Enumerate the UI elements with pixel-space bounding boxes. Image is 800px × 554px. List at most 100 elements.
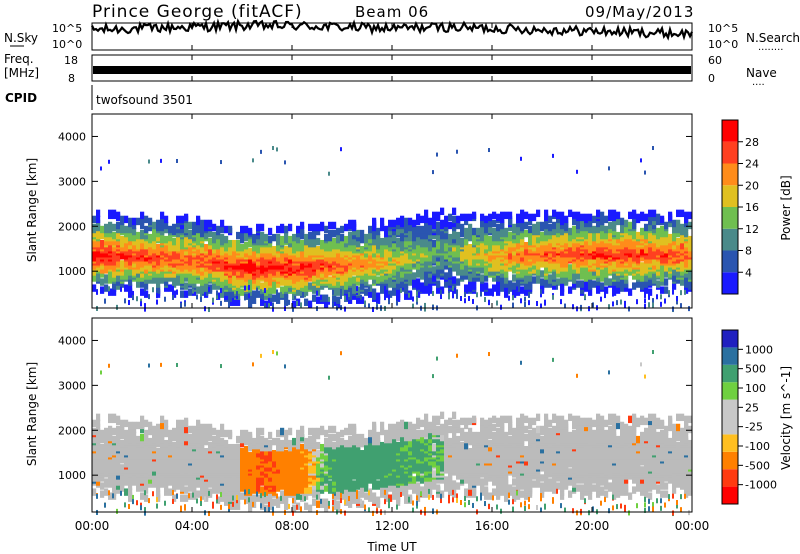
power-cell [560,258,565,266]
power-cell [160,158,162,163]
power-cell [520,286,525,294]
velocity-cell [216,496,221,504]
power-cell [476,274,481,282]
power-cell [544,260,549,268]
sky-left-tick-top: 10^5 [52,22,82,35]
power-cell [488,252,493,260]
power-cell [592,268,597,276]
power-cell [524,246,529,254]
power-cell [256,287,258,293]
power-cell [296,229,301,238]
power-cell [484,233,489,242]
velocity-cell [204,427,209,436]
velocity-cell [128,429,133,438]
power-cell [332,295,334,301]
velocity-cell [216,494,218,500]
power-cell [512,223,517,232]
velocity-cell [164,429,169,438]
velocity-cell [196,435,201,444]
velocity-cell [244,496,249,504]
power-cell [556,284,558,290]
colorbar-label: 28 [745,136,759,149]
power-cell [96,274,101,282]
power-heatmap [92,146,693,313]
velocity-cell [208,433,213,442]
power-cell [248,284,253,292]
power-cell [404,239,409,248]
velocity-cell [172,456,177,464]
power-cell [96,264,101,272]
power-cell [312,274,317,282]
velocity-cell [252,448,257,456]
power-cell [256,231,261,240]
velocity-cell [184,437,189,446]
power-cell [212,223,217,232]
power-cell [428,284,430,290]
velocity-cell [172,431,177,440]
velocity-cell [152,474,157,482]
power-cell [228,239,233,248]
power-cell [528,278,533,286]
power-cell [128,217,133,226]
power-cell [136,280,141,288]
power-cell [616,235,621,244]
power-cell [624,229,629,238]
power-cell [500,284,505,292]
velocity-cell [128,482,133,490]
velocity-cell [100,435,105,444]
colorbar-label: 4 [745,266,752,279]
power-cell [576,211,581,220]
power-cell [92,223,97,232]
power-cell [176,289,178,295]
power-cell [616,217,621,226]
power-cell [232,286,237,294]
power-cell [416,299,418,305]
power-cell [452,276,457,284]
velocity-cell [204,448,209,456]
velocity-cell [92,427,97,436]
velocity-cell [152,462,157,470]
power-cell [644,278,649,286]
power-cell [416,290,421,298]
power-cell [496,227,501,236]
power-cell [244,229,249,238]
power-cell [488,235,493,244]
power-cell [380,282,385,290]
power-cell [272,246,277,254]
power-cell [168,241,173,250]
velocity-cell [136,474,141,482]
power-cell [260,244,265,252]
power-cell [664,233,669,242]
velocity-cell [256,441,261,450]
power-cell [136,274,141,282]
power-cell [532,237,537,246]
power-cell [504,211,509,220]
power-cell [644,292,646,298]
power-cell [656,227,661,236]
power-cell [132,295,134,301]
power-cell [540,282,545,290]
power-cell [512,302,514,308]
power-cell [136,270,141,278]
velocity-cell [140,505,142,511]
velocity-cell [200,437,205,446]
power-cell [304,288,309,296]
power-cell [512,262,517,270]
power-cell [236,286,241,294]
power-cell [396,290,401,298]
velocity-cell [208,474,213,482]
power-cell [164,284,169,292]
power-cell [260,289,262,295]
power-cell [548,274,553,282]
power-cell [264,233,269,242]
power-cell [228,280,233,288]
power-cell [120,244,125,252]
power-cell [532,223,537,232]
power-cell [208,307,210,313]
velocity-cell [92,419,97,428]
power-cell [544,272,549,280]
power-cell [576,219,581,228]
velocity-cell [208,441,213,450]
velocity-cell [108,441,113,450]
power-cell [576,244,581,252]
